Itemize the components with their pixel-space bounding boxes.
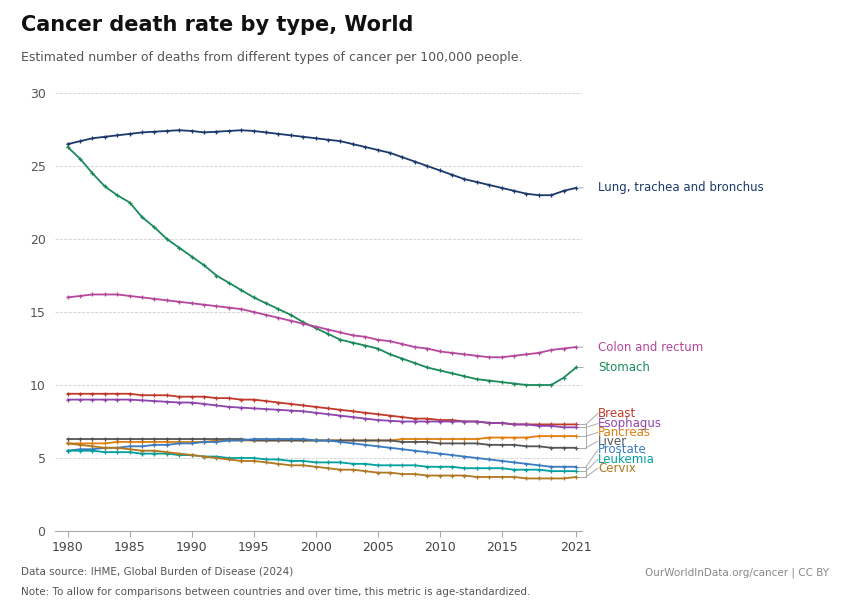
Text: Prostate: Prostate [598,443,647,457]
Text: Liver: Liver [598,435,627,448]
Text: in Data: in Data [734,45,779,55]
Text: Data source: IHME, Global Burden of Disease (2024): Data source: IHME, Global Burden of Dise… [21,567,293,577]
Text: OurWorldInData.org/cancer | CC BY: OurWorldInData.org/cancer | CC BY [645,567,829,577]
Text: Breast: Breast [598,407,637,420]
Text: Lung, trachea and bronchus: Lung, trachea and bronchus [598,181,764,194]
Text: Note: To allow for comparisons between countries and over time, this metric is a: Note: To allow for comparisons between c… [21,587,530,597]
Text: Esophagus: Esophagus [598,417,662,430]
Text: Estimated number of deaths from different types of cancer per 100,000 people.: Estimated number of deaths from differen… [21,51,523,64]
Text: Cancer death rate by type, World: Cancer death rate by type, World [21,15,414,35]
Text: Cervix: Cervix [598,462,637,475]
Text: Colon and rectum: Colon and rectum [598,341,704,353]
Text: Stomach: Stomach [598,361,650,374]
Text: Our World: Our World [725,23,789,34]
Text: Leukemia: Leukemia [598,453,655,466]
Text: Pancreas: Pancreas [598,426,651,439]
